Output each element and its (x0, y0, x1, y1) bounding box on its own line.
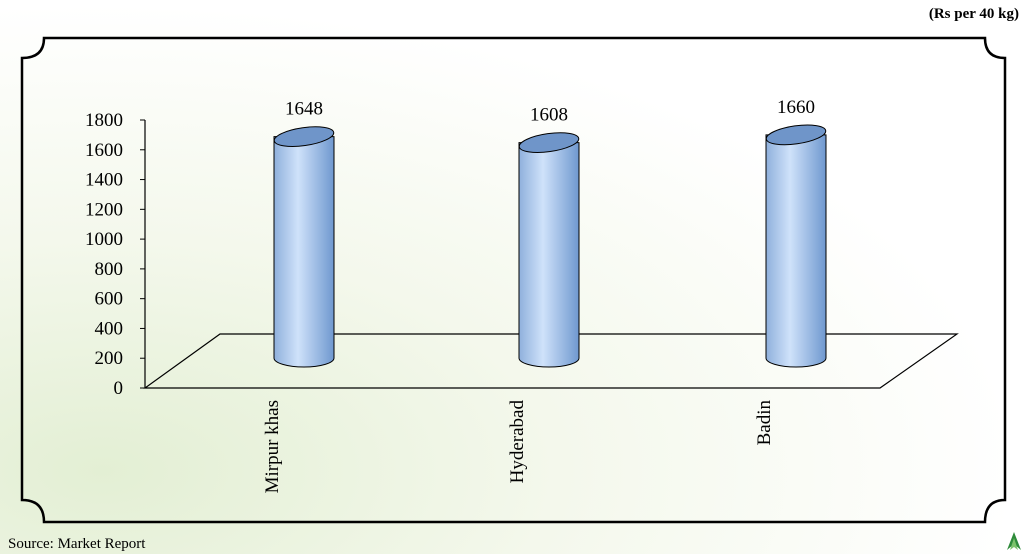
leaf-logo-icon (1007, 532, 1021, 550)
y-tick-label: 1800 (85, 110, 123, 131)
floor-plane (143, 333, 959, 389)
y-tick-label: 800 (95, 259, 124, 280)
category-label: Mirpur khas (262, 400, 283, 493)
bar-body (273, 136, 335, 368)
bar (273, 126, 335, 368)
y-tick-label: 1600 (85, 140, 123, 161)
bar (518, 132, 580, 368)
bars: 1648 1608 1660 (273, 97, 827, 368)
bar-body (518, 142, 580, 368)
bar-cap (518, 132, 580, 153)
data-label: 1660 (777, 97, 815, 118)
data-label: 1608 (530, 105, 568, 126)
bar (765, 124, 827, 368)
bar-body (765, 134, 827, 368)
category-labels: Mirpur khas Hyderabad Badin (262, 400, 775, 494)
y-tick-label: 1000 (85, 229, 123, 250)
category-label: Badin (754, 400, 775, 446)
category-label: Hyderabad (507, 400, 528, 484)
data-label: 1648 (285, 99, 323, 120)
y-tick-label: 1200 (85, 199, 123, 220)
y-tick-label: 0 (114, 378, 124, 399)
y-tick-label: 200 (95, 348, 124, 369)
bar-cap (273, 126, 335, 147)
y-tick-label: 400 (95, 318, 124, 339)
y-tick-label: 600 (95, 289, 124, 310)
y-tick-label: 1400 (85, 170, 123, 191)
unit-note: (Rs per 40 kg) (928, 6, 1019, 22)
chart-frame (20, 36, 1007, 524)
y-ticks: 0 200 400 600 800 1000 1200 1400 1600 1800 (85, 110, 145, 399)
bar-cap (765, 124, 827, 146)
source-note: Source: Market Report (8, 536, 146, 552)
